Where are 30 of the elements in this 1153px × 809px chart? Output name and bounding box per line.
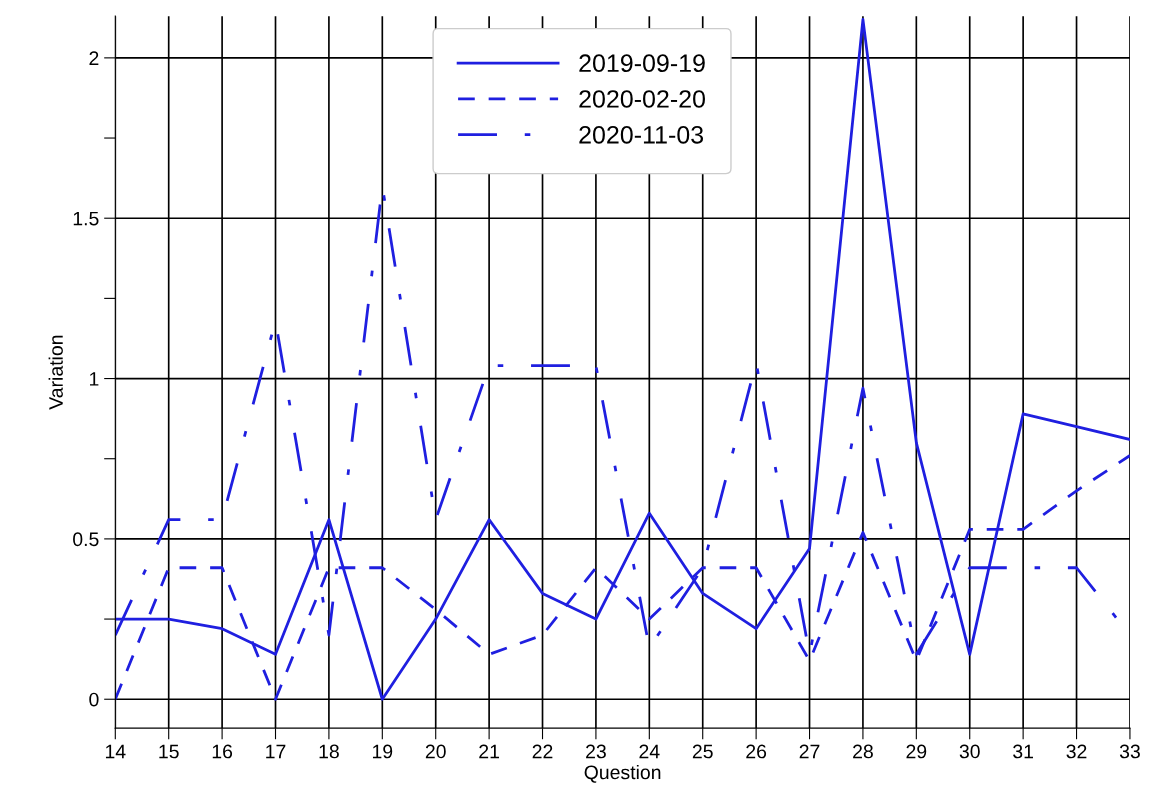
x-tick-label: 14: [105, 744, 126, 759]
x-tick-label: 19: [372, 744, 393, 759]
y-tick-label: 1.5: [73, 211, 99, 226]
x-tick-label: 32: [1066, 744, 1087, 759]
x-tick-label: 17: [266, 744, 286, 759]
legend-label: 2020-02-20: [579, 90, 705, 108]
legend-label: 2019-09-19: [579, 54, 705, 73]
y-axis-title: Variation: [48, 335, 63, 410]
x-tick-label: 28: [853, 744, 873, 759]
y-tick-label: 2: [89, 51, 99, 65]
x-tick-label: 27: [799, 744, 820, 759]
x-tick-label: 22: [532, 744, 553, 759]
x-tick-label: 18: [319, 744, 339, 759]
x-tick-label: 21: [479, 744, 499, 759]
x-tick-label: 25: [692, 744, 713, 759]
x-tick-label: 33: [1119, 744, 1140, 759]
x-tick-label: 23: [586, 744, 606, 759]
x-tick-label: 24: [639, 744, 660, 759]
x-tick-label: 15: [159, 744, 179, 759]
x-tick-label: 16: [212, 744, 233, 759]
legend-label: 2020-11-03: [579, 125, 704, 144]
x-tick-label: 26: [746, 744, 767, 759]
x-tick-label: 30: [959, 744, 980, 759]
y-tick-label: 1: [90, 372, 99, 386]
x-axis-title: Question: [584, 764, 661, 783]
y-tick-label: 0.5: [73, 532, 99, 547]
x-tick-label: 29: [906, 744, 927, 759]
y-tick-label: 0: [89, 692, 99, 707]
x-tick-label: 20: [425, 744, 446, 759]
x-tick-label: 31: [1013, 744, 1033, 759]
